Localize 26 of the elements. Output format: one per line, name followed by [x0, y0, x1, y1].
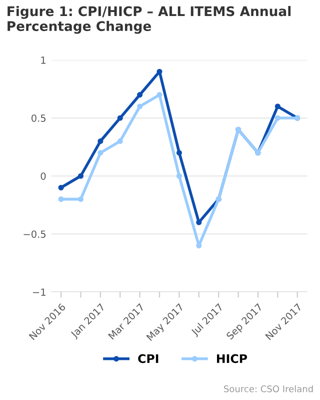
y-tick-label: −0.5: [24, 230, 46, 238]
chart-title: Figure 1: CPI/HICP – ALL ITEMS Annual Percentage Change: [8, 6, 291, 34]
point: [98, 138, 104, 144]
y-tick-label: 0: [40, 172, 46, 180]
point: [176, 173, 182, 179]
legend-label: HICP: [217, 354, 248, 364]
point: [58, 184, 64, 190]
point: [58, 196, 64, 202]
point: [137, 104, 143, 110]
point: [274, 104, 280, 110]
point: [98, 150, 104, 156]
point: [156, 92, 162, 98]
point: [78, 173, 84, 179]
legend-label: CPI: [138, 354, 158, 364]
point: [196, 220, 202, 226]
point: [176, 150, 182, 156]
point: [156, 68, 162, 74]
y-tick-label: −1: [33, 288, 46, 296]
y-tick-label: 1: [41, 56, 46, 64]
point: [274, 115, 280, 121]
source-note: Source: CSO Ireland: [224, 385, 313, 392]
point: [78, 196, 84, 202]
point: [137, 92, 143, 98]
point: [117, 138, 123, 144]
y-tick-label: 0.5: [32, 114, 46, 122]
point: [117, 115, 123, 121]
